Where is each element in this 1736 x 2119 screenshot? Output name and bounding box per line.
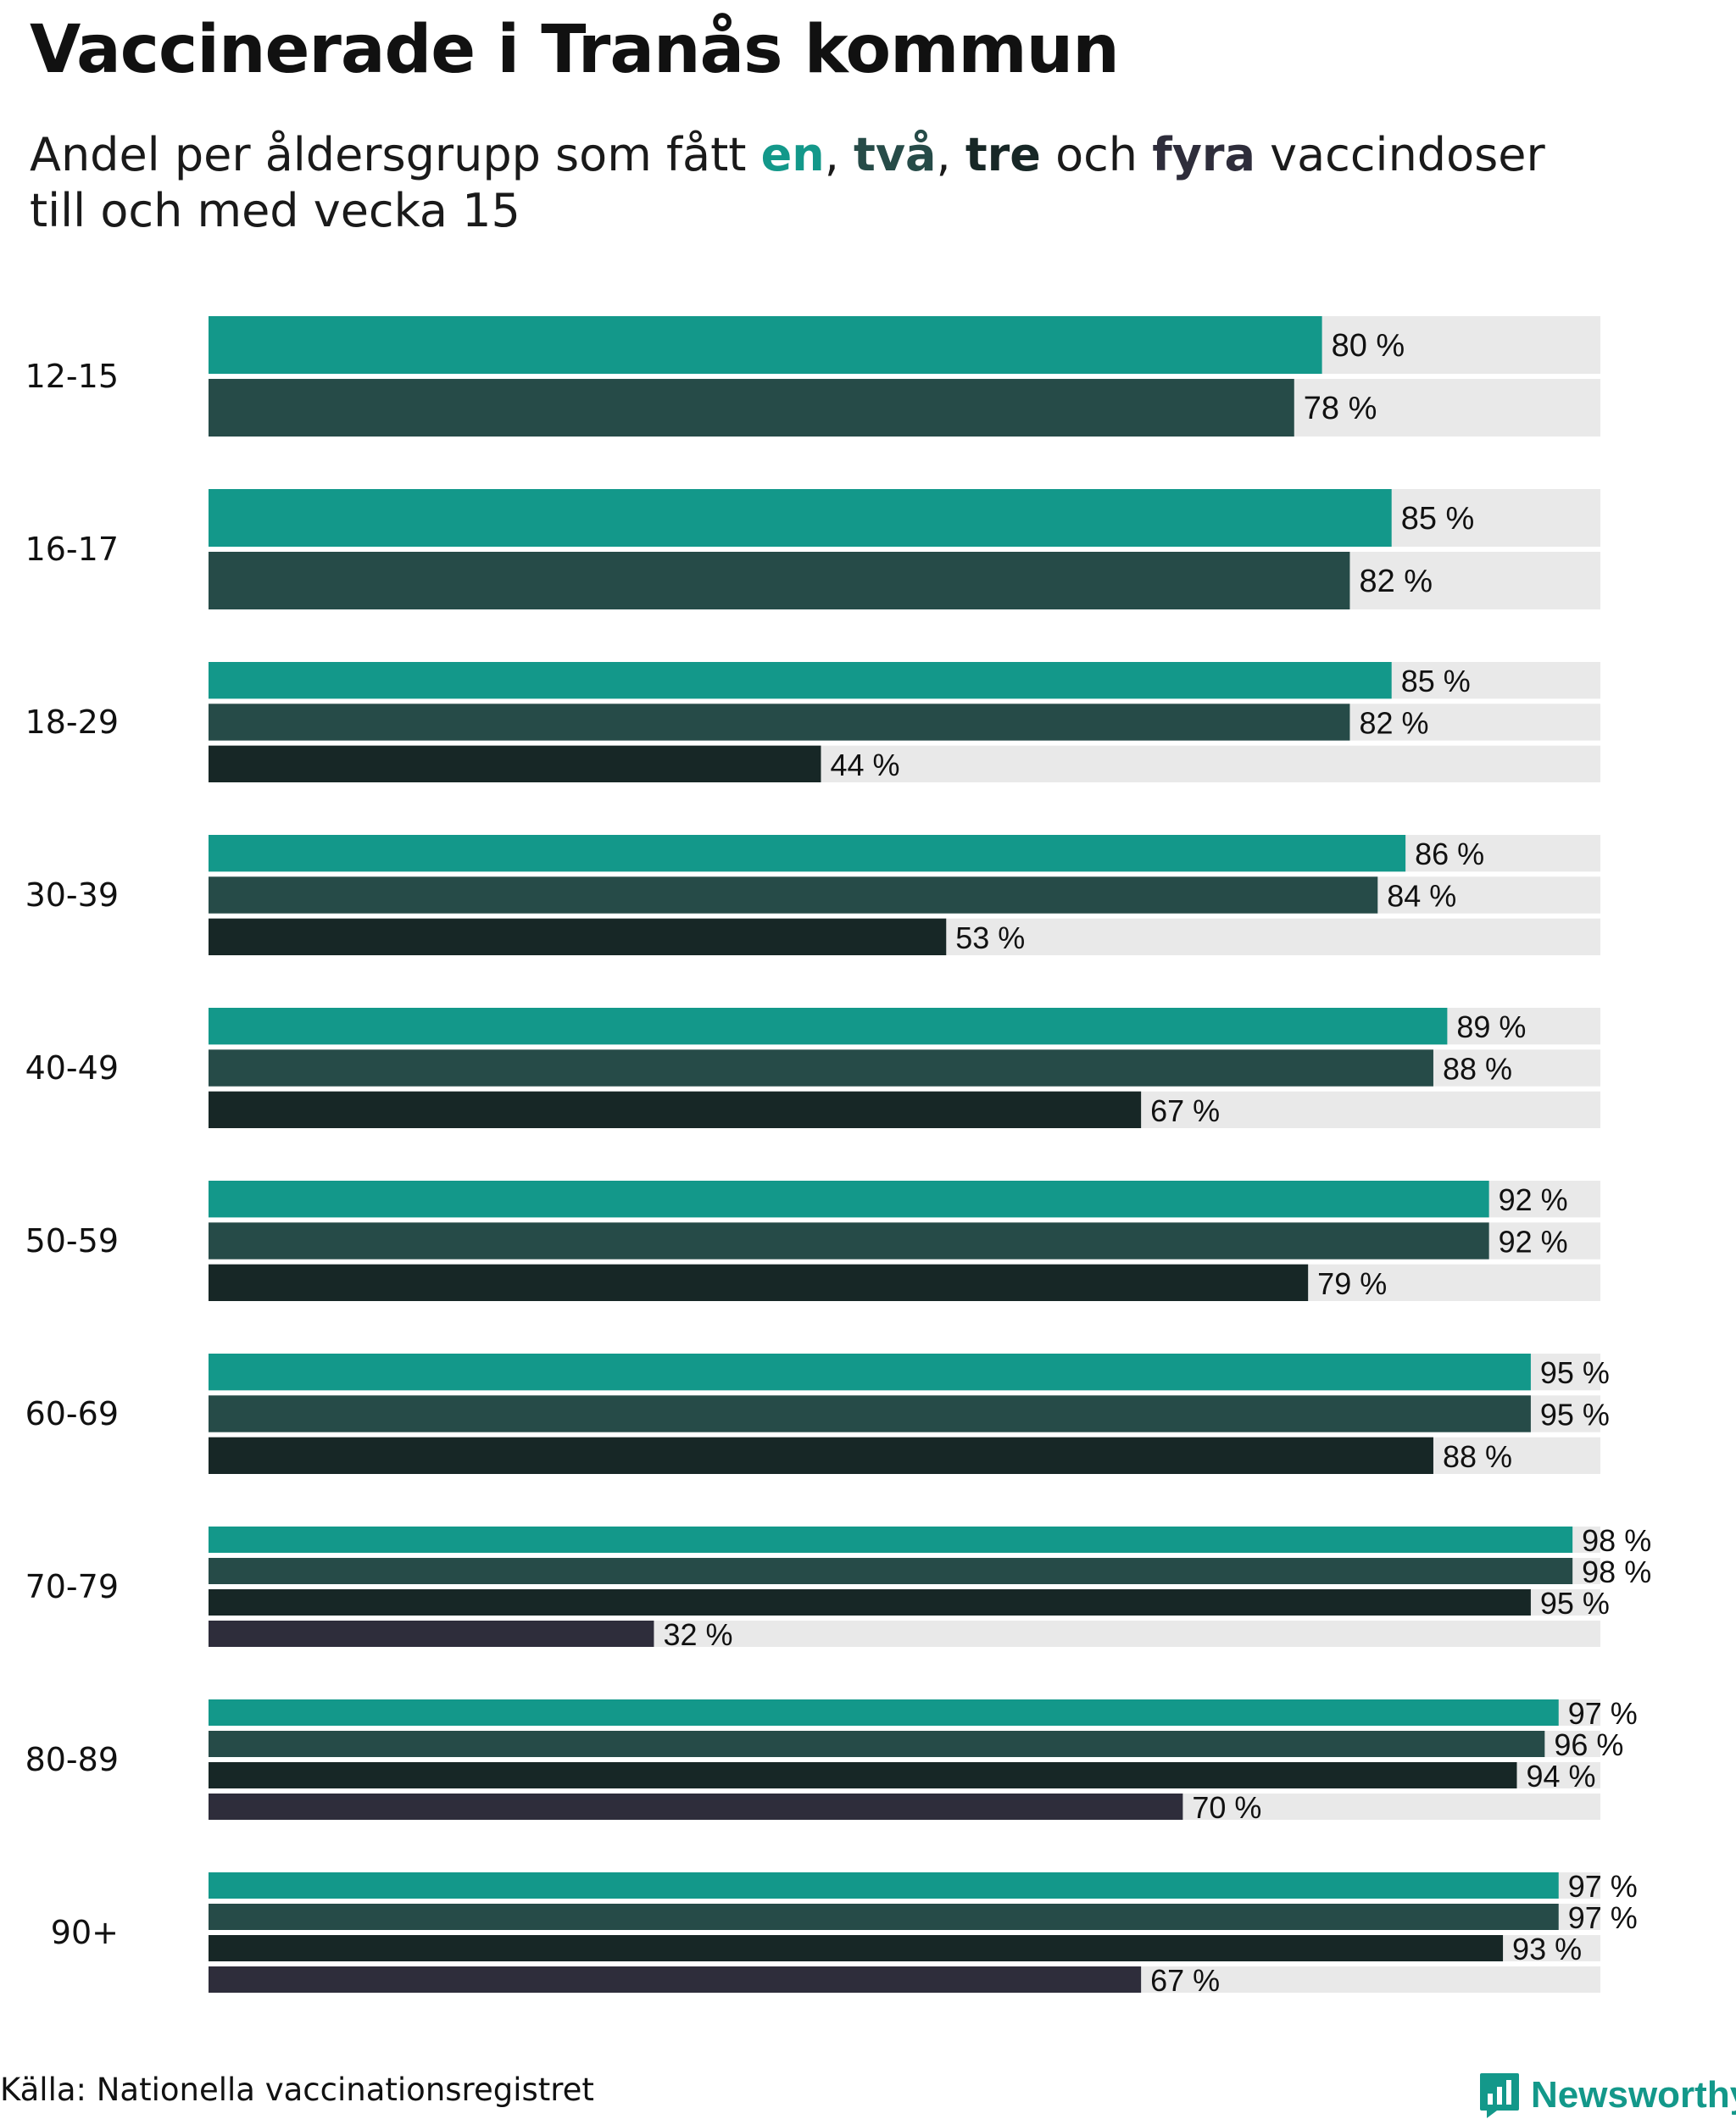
bar-18-29-dose-tva [209, 704, 1350, 741]
age-group-label-80-89: 80-89 [25, 1741, 119, 1778]
age-group-label-18-29: 18-29 [25, 704, 119, 741]
bar-12-15-dose-tva [209, 379, 1294, 437]
value-label-16-17-dose-en: 85 % [1401, 501, 1475, 537]
age-group-label-90plus: 90+ [51, 1914, 119, 1951]
chart-subtitle: Andel per åldersgrupp som fått en, två, … [30, 127, 1640, 239]
subtitle-suffix: vaccindoser [1255, 128, 1545, 181]
age-group-label-60-69: 60-69 [25, 1395, 119, 1432]
subtitle-prefix: Andel per åldersgrupp som fått [30, 128, 761, 181]
bar-90plus-dose-en [209, 1872, 1559, 1899]
value-label-18-29-dose-en: 85 % [1401, 664, 1471, 698]
bar-90plus-dose-tre [209, 1935, 1504, 1961]
value-label-60-69-dose-en: 95 % [1540, 1355, 1610, 1390]
value-label-30-39-dose-en: 86 % [1415, 837, 1484, 871]
source-note: Källa: Nationella vaccinationsregistret [0, 2072, 594, 2108]
subtitle-conj: och [1040, 128, 1153, 181]
value-label-30-39-dose-tva: 84 % [1387, 879, 1456, 914]
value-label-50-59-dose-tva: 92 % [1499, 1225, 1568, 1260]
legend-dose-one: en [760, 128, 825, 181]
value-label-60-69-dose-tre: 88 % [1443, 1439, 1512, 1474]
age-group-label-12-15: 12-15 [25, 358, 119, 395]
legend-dose-four: fyra [1152, 128, 1255, 181]
bar-50-59-dose-en [209, 1181, 1489, 1218]
value-label-18-29-dose-tre: 44 % [830, 748, 899, 782]
bar-70-79-dose-tva [209, 1558, 1573, 1584]
bar-50-59-dose-tre [209, 1264, 1309, 1301]
bar-16-17-dose-en [209, 489, 1392, 547]
brand-name: Newsworthy [1531, 2074, 1736, 2116]
value-label-12-15-dose-tva: 78 % [1304, 391, 1377, 426]
value-label-60-69-dose-tva: 95 % [1540, 1398, 1610, 1432]
age-group-label-70-79: 70-79 [25, 1568, 119, 1605]
value-label-70-79-dose-tre: 95 % [1540, 1586, 1610, 1621]
bar-60-69-dose-tre [209, 1437, 1433, 1474]
bar-70-79-dose-en [209, 1527, 1573, 1553]
bar-40-49-dose-tva [209, 1049, 1433, 1087]
subtitle-sep-2: , [936, 128, 965, 181]
bar-50-59-dose-tva [209, 1222, 1489, 1260]
bar-90plus-dose-fyra [209, 1966, 1142, 1993]
value-label-12-15-dose-en: 80 % [1332, 328, 1405, 364]
age-group-label-50-59: 50-59 [25, 1222, 119, 1260]
bar-16-17-dose-tva [209, 552, 1350, 609]
value-label-70-79-dose-en: 98 % [1582, 1523, 1651, 1558]
value-label-30-39-dose-tre: 53 % [955, 920, 1025, 955]
brand: Newsworthy [1478, 2072, 1736, 2119]
bar-30-39-dose-en [209, 835, 1406, 872]
value-label-18-29-dose-tva: 82 % [1359, 706, 1428, 741]
value-label-40-49-dose-tre: 67 % [1150, 1093, 1220, 1128]
legend-dose-two: två [854, 128, 937, 181]
chart-title: Vaccinerade i Tranås kommun [30, 12, 1120, 88]
bar-70-79-dose-fyra [209, 1621, 654, 1647]
value-label-70-79-dose-fyra: 32 % [663, 1617, 732, 1652]
bar-chart: 12-15 80 % 78 % 16-17 85 % 82 % 18-29 85 % 82 % 4… [25, 316, 1651, 1998]
bar-18-29-dose-en [209, 662, 1392, 699]
value-label-90plus-dose-tre: 93 % [1512, 1932, 1582, 1966]
bar-70-79-dose-tre [209, 1589, 1531, 1616]
subtitle-line-2: till och med vecka 15 [30, 184, 520, 237]
bar-80-89-dose-tre [209, 1762, 1517, 1788]
value-label-80-89-dose-tva: 96 % [1554, 1727, 1623, 1762]
value-label-70-79-dose-tva: 98 % [1582, 1554, 1651, 1589]
value-label-40-49-dose-tva: 88 % [1443, 1052, 1512, 1087]
bar-12-15-dose-en [209, 316, 1322, 374]
bar-90plus-dose-tva [209, 1904, 1559, 1930]
value-label-16-17-dose-tva: 82 % [1359, 564, 1433, 599]
bar-80-89-dose-en [209, 1699, 1559, 1726]
value-label-90plus-dose-tva: 97 % [1568, 1900, 1638, 1935]
age-group-label-16-17: 16-17 [25, 531, 119, 568]
bar-80-89-dose-fyra [209, 1794, 1183, 1820]
bar-18-29-dose-tre [209, 745, 821, 782]
bar-40-49-dose-en [209, 1008, 1448, 1045]
value-label-40-49-dose-en: 89 % [1456, 1009, 1526, 1044]
bar-60-69-dose-tva [209, 1395, 1531, 1432]
bar-40-49-dose-tre [209, 1091, 1142, 1128]
value-label-90plus-dose-en: 97 % [1568, 1869, 1638, 1904]
value-label-50-59-dose-tre: 79 % [1317, 1266, 1387, 1301]
bar-30-39-dose-tva [209, 876, 1378, 914]
bar-80-89-dose-tva [209, 1731, 1545, 1757]
value-label-80-89-dose-fyra: 70 % [1192, 1790, 1261, 1825]
subtitle-sep-1: , [824, 128, 854, 181]
bar-60-69-dose-en [209, 1354, 1531, 1391]
value-label-90plus-dose-fyra: 67 % [1150, 1963, 1220, 1998]
legend-dose-three: tre [965, 128, 1041, 181]
value-label-80-89-dose-en: 97 % [1568, 1696, 1638, 1731]
value-label-80-89-dose-tre: 94 % [1526, 1759, 1595, 1794]
age-group-label-40-49: 40-49 [25, 1049, 119, 1087]
age-group-label-30-39: 30-39 [25, 876, 119, 914]
bar-30-39-dose-tre [209, 918, 947, 955]
newsworthy-logo-icon [1480, 2073, 1519, 2118]
value-label-50-59-dose-en: 92 % [1499, 1182, 1568, 1217]
